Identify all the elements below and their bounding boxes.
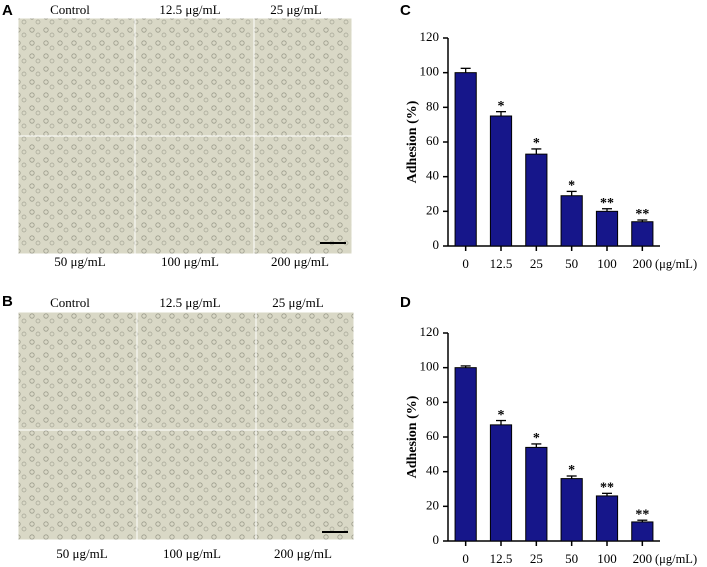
micrograph xyxy=(17,17,136,137)
image-label: Control xyxy=(50,295,90,310)
x-tick-label: 50 xyxy=(565,256,578,271)
panel-label: D xyxy=(400,294,411,311)
y-tick-label: 60 xyxy=(426,428,439,443)
image-grid-a xyxy=(17,17,353,255)
y-tick-label: 40 xyxy=(426,463,439,478)
micrograph xyxy=(253,17,353,137)
y-tick-label: 0 xyxy=(433,532,440,547)
x-tick-label: 12.5 xyxy=(490,551,513,566)
image-label: 50 μg/mL xyxy=(56,546,107,561)
x-tick-label: 200 xyxy=(633,256,653,271)
panel-label: B xyxy=(2,293,13,310)
bar xyxy=(560,478,583,542)
significance: * xyxy=(498,99,505,114)
y-tick-label: 20 xyxy=(426,497,439,512)
x-tick-label: 0 xyxy=(462,256,469,271)
y-tick-label: 100 xyxy=(420,359,440,374)
y-tick-label: 120 xyxy=(420,324,440,339)
bar xyxy=(560,195,583,247)
bar xyxy=(525,153,548,247)
y-tick-label: 80 xyxy=(426,393,439,408)
x-unit: (μg/mL) xyxy=(655,257,697,271)
bar xyxy=(595,210,619,247)
image-label: 50 μg/mL xyxy=(54,254,105,269)
y-tick-label: 60 xyxy=(426,133,439,148)
y-axis-label: Adhesion (%) xyxy=(405,395,420,478)
y-tick-label: 100 xyxy=(420,64,440,79)
micrograph xyxy=(255,311,355,431)
bar xyxy=(525,446,548,542)
y-tick-label: 120 xyxy=(420,29,440,44)
significance: ** xyxy=(600,196,614,211)
image-label: 12.5 μg/mL xyxy=(159,295,220,310)
image-label: Control xyxy=(50,2,90,17)
x-tick-label: 25 xyxy=(530,256,543,271)
x-tick-label: 0 xyxy=(462,551,469,566)
micrograph xyxy=(136,311,257,431)
image-grid-b xyxy=(17,311,355,541)
image-label: 25 μg/mL xyxy=(272,295,323,310)
significance: ** xyxy=(635,207,649,222)
significance: ** xyxy=(635,507,649,522)
micrograph xyxy=(253,135,353,255)
x-tick-label: 200 xyxy=(633,551,653,566)
y-tick-label: 0 xyxy=(433,237,440,252)
x-unit: (μg/mL) xyxy=(655,552,697,566)
micrograph xyxy=(17,135,136,255)
significance: ** xyxy=(600,481,614,496)
image-label: 12.5 μg/mL xyxy=(159,2,220,17)
x-tick-label: 12.5 xyxy=(490,256,513,271)
x-tick-label: 25 xyxy=(530,551,543,566)
panel-label: A xyxy=(2,2,13,19)
x-tick-label: 100 xyxy=(597,551,617,566)
y-tick-label: 40 xyxy=(426,168,439,183)
panel-label: C xyxy=(400,2,411,19)
x-tick-label: 50 xyxy=(565,551,578,566)
bar xyxy=(595,495,619,542)
bar xyxy=(454,72,477,247)
significance: * xyxy=(533,431,540,446)
bar xyxy=(489,424,513,542)
y-tick-label: 80 xyxy=(426,98,439,113)
bar xyxy=(631,221,654,247)
image-label: 25 μg/mL xyxy=(270,2,321,17)
significance: * xyxy=(498,408,505,423)
image-label: 100 μg/mL xyxy=(163,546,221,561)
bar xyxy=(454,367,477,542)
micrograph xyxy=(255,429,355,541)
image-label: 200 μg/mL xyxy=(274,546,332,561)
micrograph xyxy=(17,311,138,431)
micrograph xyxy=(134,17,255,137)
image-label: 100 μg/mL xyxy=(161,254,219,269)
image-label: 200 μg/mL xyxy=(271,254,329,269)
bar xyxy=(631,521,654,542)
micrograph xyxy=(136,429,257,541)
significance: * xyxy=(533,136,540,151)
significance: * xyxy=(568,463,575,478)
significance: * xyxy=(568,179,575,194)
bar xyxy=(489,115,513,247)
y-axis-label: Adhesion (%) xyxy=(405,100,420,183)
micrograph xyxy=(17,429,138,541)
x-tick-label: 100 xyxy=(597,256,617,271)
y-tick-label: 20 xyxy=(426,202,439,217)
micrograph xyxy=(134,135,255,255)
